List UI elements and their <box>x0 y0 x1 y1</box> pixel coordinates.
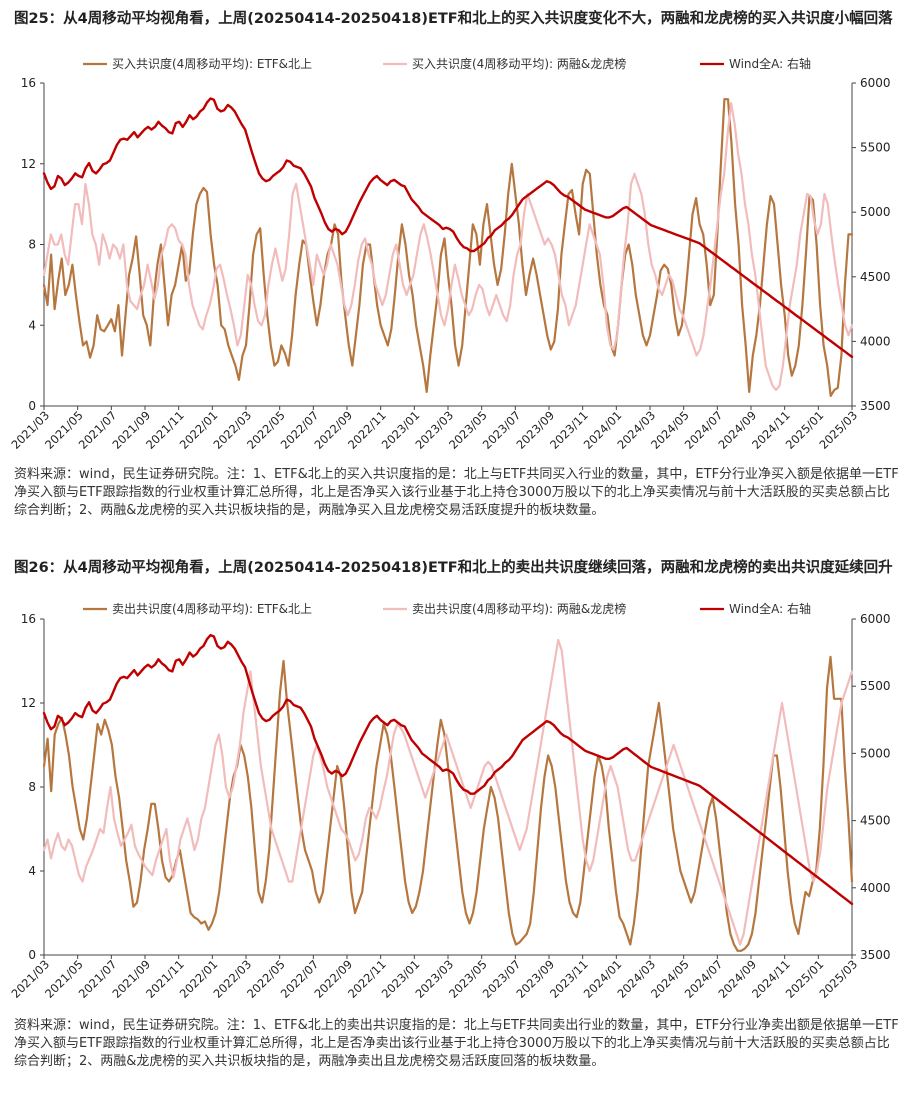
chart-sell-consensus: 卖出共识度(4周移动平均): ETF&北上 卖出共识度(4周移动平均): 两融&龙… <box>8 601 891 1001</box>
series-line-2 <box>42 102 854 391</box>
left-tick-label: 12 <box>21 157 36 171</box>
right-tick-label: 5000 <box>860 746 891 760</box>
legend-label-2: 买入共识度(4周移动平均): 两融&龙虎榜 <box>412 56 626 71</box>
legend-label-1: 卖出共识度(4周移动平均): ETF&北上 <box>112 601 312 616</box>
figure-26-source-note: 资料来源：wind，民生证券研究院。注：1、ETF&北上的卖出共识度指的是：北上… <box>14 1018 899 1069</box>
left-tick-label: 0 <box>28 948 36 962</box>
figure-25-title: 图25：从4周移动平均视角看，上周(20250414-20250418)ETF和… <box>14 11 893 27</box>
legend: 买入共识度(4周移动平均): ETF&北上 买入共识度(4周移动平均): 两融&龙… <box>83 56 811 71</box>
left-tick-label: 8 <box>28 780 36 794</box>
legend-label-1: 买入共识度(4周移动平均): ETF&北上 <box>112 56 312 71</box>
right-tick-label: 6000 <box>860 76 891 90</box>
chart-buy-consensus: 买入共识度(4周移动平均): ETF&北上 买入共识度(4周移动平均): 两融&龙… <box>8 56 891 452</box>
left-tick-label: 8 <box>28 238 36 252</box>
left-tick-label: 16 <box>21 612 36 626</box>
series-line-3 <box>42 97 854 359</box>
right-tick-label: 5000 <box>860 205 891 219</box>
right-tick-label: 4500 <box>860 270 891 284</box>
legend: 卖出共识度(4周移动平均): ETF&北上 卖出共识度(4周移动平均): 两融&龙… <box>83 601 811 616</box>
series-line-3 <box>42 633 854 906</box>
series-line-2 <box>42 638 854 946</box>
right-tick-label: 4000 <box>860 334 891 348</box>
left-tick-label: 12 <box>21 696 36 710</box>
series-line-1 <box>42 655 854 952</box>
left-tick-label: 4 <box>28 318 36 332</box>
right-tick-label: 5500 <box>860 141 891 155</box>
left-tick-label: 4 <box>28 864 36 878</box>
figure-26-title: 图26：从4周移动平均视角看，上周(20250414-20250418)ETF和… <box>14 560 893 576</box>
right-tick-label: 5500 <box>860 679 891 693</box>
figure-25-source-note: 资料来源：wind，民生证券研究院。注：1、ETF&北上的买入共识度指的是：北上… <box>14 467 899 518</box>
series-line-1 <box>42 98 854 397</box>
right-tick-label: 6000 <box>860 612 891 626</box>
legend-label-3: Wind全A: 右轴 <box>729 601 811 616</box>
right-tick-label: 4500 <box>860 814 891 828</box>
legend-label-2: 卖出共识度(4周移动平均): 两融&龙虎榜 <box>412 601 626 616</box>
left-tick-label: 16 <box>21 76 36 90</box>
legend-label-3: Wind全A: 右轴 <box>729 56 811 71</box>
right-tick-label: 4000 <box>860 881 891 895</box>
left-tick-label: 0 <box>28 399 36 413</box>
right-tick-label: 3500 <box>860 399 891 413</box>
right-tick-label: 3500 <box>860 948 891 962</box>
